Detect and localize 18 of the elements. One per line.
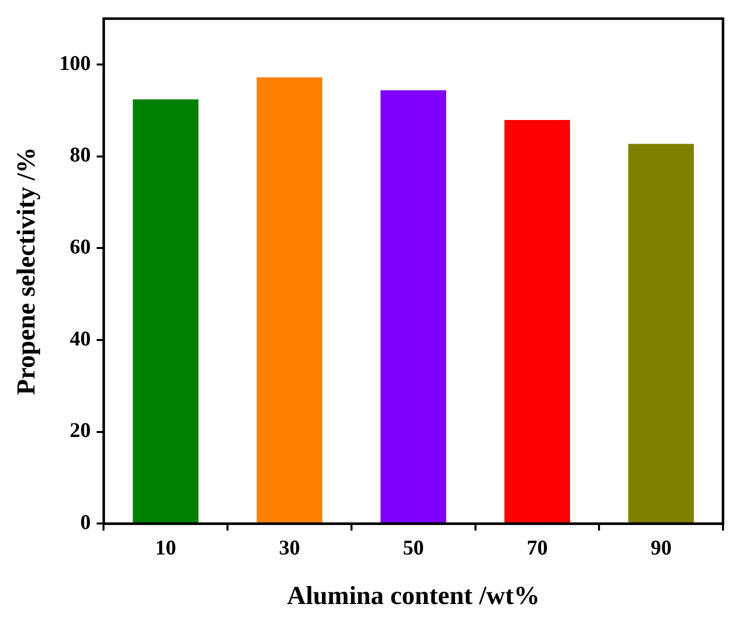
x-tick-label: 90 [650,536,672,560]
y-tick-label: 0 [80,510,91,534]
x-tick-label: 10 [155,536,176,560]
x-tick-label: 50 [402,536,424,560]
x-tick-label: 30 [278,536,300,560]
x-tick-label: 70 [526,536,548,560]
y-tick-label: 80 [70,142,91,167]
bar [256,77,322,523]
y-tick-label: 40 [70,326,91,350]
bar [504,120,570,523]
y-tick-label: 20 [70,418,91,442]
y-axis-title: Propene selectivity /% [11,147,40,396]
bar [628,144,694,523]
x-axis-title: Alumina content /wt% [286,581,540,610]
y-tick-label: 100 [59,50,91,75]
y-tick-label: 60 [70,234,91,259]
bar [132,99,198,523]
bar [380,90,446,523]
